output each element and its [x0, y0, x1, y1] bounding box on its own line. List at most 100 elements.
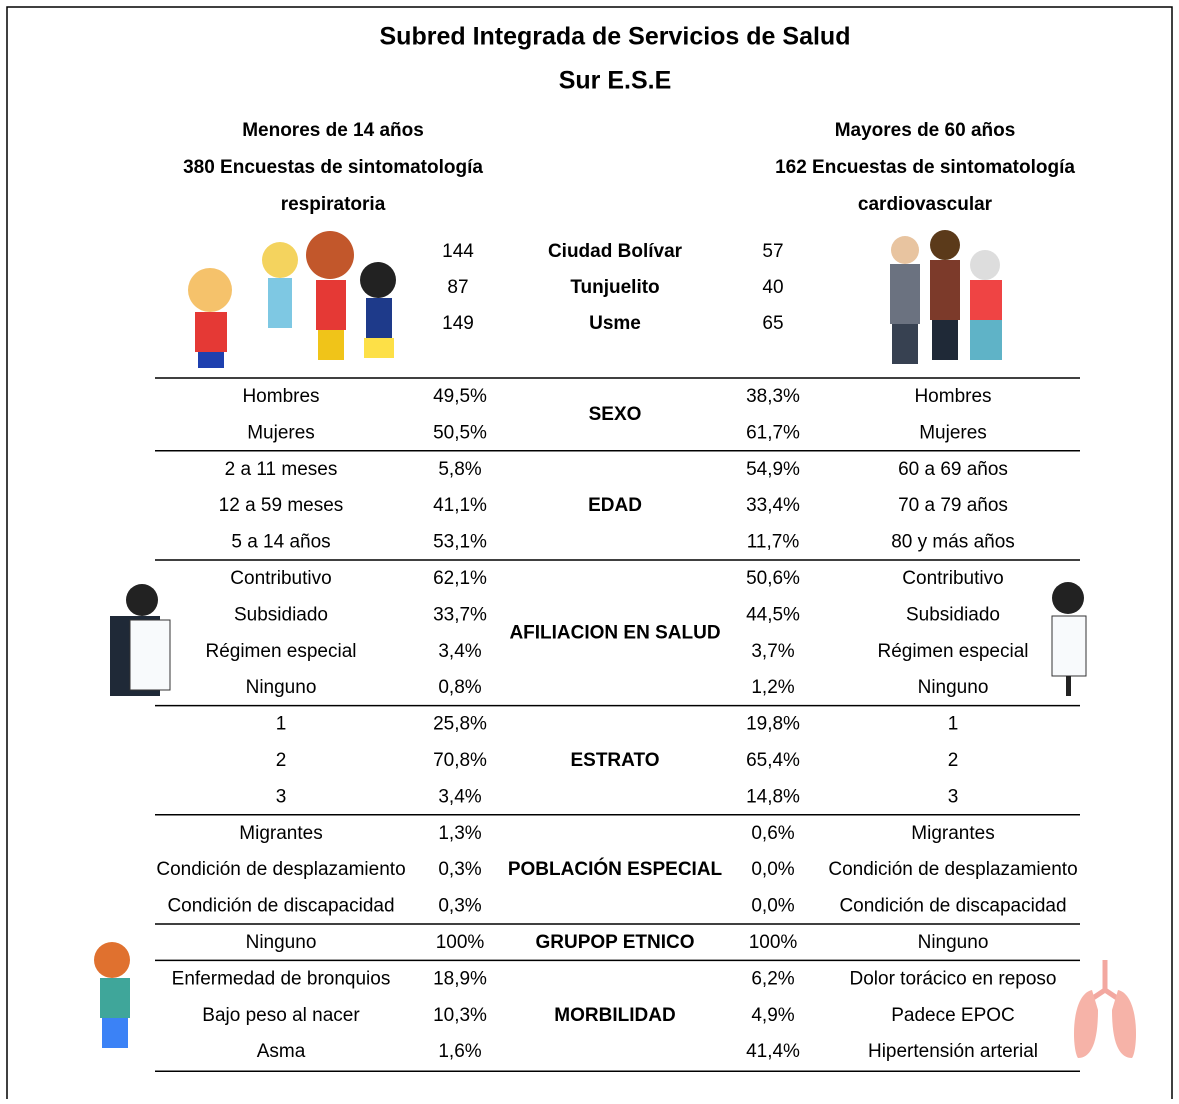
infographic: Subred Integrada de Servicios de Salud S… — [0, 0, 1179, 1099]
right-value: 61,7% — [746, 422, 800, 443]
right-value: 38,3% — [746, 386, 800, 407]
left-value: 25,8% — [433, 714, 487, 735]
group-subtitle: 162 Encuestas de sintomatología — [775, 157, 1075, 178]
group-title: Menores de 14 años — [242, 120, 424, 141]
section-name: SEXO — [589, 404, 642, 425]
section-name: ESTRATO — [570, 750, 659, 771]
left-label: 2 — [276, 750, 287, 771]
left-value: 41,1% — [433, 495, 487, 516]
right-value: 6,2% — [751, 968, 794, 989]
left-label: Condición de discapacidad — [167, 896, 394, 917]
left-value: 49,5% — [433, 386, 487, 407]
left-value: 50,5% — [433, 422, 487, 443]
right-label: 1 — [948, 714, 959, 735]
left-label: Enfermedad de bronquios — [172, 968, 391, 989]
right-value: 65,4% — [746, 750, 800, 771]
left-value: 1,3% — [438, 823, 481, 844]
left-value: 0,3% — [438, 859, 481, 880]
right-label: 80 y más años — [891, 532, 1015, 553]
right-value: 3,7% — [751, 641, 794, 662]
locality-left-count: 149 — [442, 313, 474, 334]
right-label: Padece EPOC — [891, 1005, 1015, 1026]
right-value: 19,8% — [746, 714, 800, 735]
right-value: 50,6% — [746, 568, 800, 589]
left-label: 2 a 11 meses — [225, 459, 338, 480]
right-value: 0,0% — [751, 859, 794, 880]
right-label: Hipertensión arterial — [868, 1041, 1038, 1062]
left-label: Ninguno — [246, 677, 317, 698]
right-value: 54,9% — [746, 459, 800, 480]
locality-name: Ciudad Bolívar — [548, 241, 683, 262]
left-value: 53,1% — [433, 532, 487, 553]
sick-child-illustration — [94, 942, 130, 1048]
right-label: 60 a 69 años — [898, 459, 1008, 480]
left-value: 70,8% — [433, 750, 487, 771]
right-value: 0,6% — [751, 823, 794, 844]
left-label: 12 a 59 meses — [219, 495, 344, 516]
left-value: 0,8% — [438, 677, 481, 698]
right-value: 33,4% — [746, 495, 800, 516]
left-label: 3 — [276, 786, 287, 807]
left-value: 18,9% — [433, 968, 487, 989]
left-value: 33,7% — [433, 604, 487, 625]
group-subtitle: respiratoria — [281, 194, 386, 215]
locality-name: Usme — [589, 313, 641, 334]
right-value: 0,0% — [751, 896, 794, 917]
right-label: 2 — [948, 750, 959, 771]
left-value: 0,3% — [438, 896, 481, 917]
right-value: 44,5% — [746, 604, 800, 625]
left-label: Migrantes — [239, 823, 322, 844]
left-label: Ninguno — [246, 932, 317, 953]
right-label: Condición de desplazamiento — [828, 859, 1077, 880]
elderly-illustration — [890, 230, 1002, 364]
section-name: MORBILIDAD — [554, 1005, 675, 1026]
left-value: 3,4% — [438, 786, 481, 807]
left-label: 1 — [276, 714, 287, 735]
left-label: Condición de desplazamiento — [156, 859, 405, 880]
left-label: Contributivo — [230, 568, 331, 589]
right-label: Migrantes — [911, 823, 994, 844]
left-label: Subsidiado — [234, 604, 328, 625]
left-label: Bajo peso al nacer — [202, 1005, 360, 1026]
group-subtitle: 380 Encuestas de sintomatología — [183, 157, 483, 178]
right-label: Subsidiado — [906, 604, 1000, 625]
lungs-illustration — [1074, 960, 1136, 1058]
section-name: EDAD — [588, 495, 642, 516]
right-label: Dolor torácico en reposo — [850, 968, 1057, 989]
right-label: Hombres — [914, 386, 991, 407]
right-value: 14,8% — [746, 786, 800, 807]
left-label: Mujeres — [247, 422, 315, 443]
right-value: 41,4% — [746, 1041, 800, 1062]
locality-left-count: 87 — [447, 277, 468, 298]
right-label: Contributivo — [902, 568, 1003, 589]
group-subtitle: cardiovascular — [858, 194, 993, 215]
section-name: POBLACIÓN ESPECIAL — [508, 858, 723, 880]
subtitle: Sur E.S.E — [559, 67, 672, 95]
locality-right-count: 65 — [762, 313, 783, 334]
right-value: 11,7% — [747, 532, 800, 553]
left-value: 62,1% — [433, 568, 487, 589]
left-label: 5 a 14 años — [231, 532, 330, 553]
right-label: Régimen especial — [877, 641, 1028, 662]
locality-right-count: 40 — [762, 277, 783, 298]
locality-left-count: 144 — [442, 241, 474, 262]
left-label: Asma — [257, 1041, 306, 1062]
left-value: 1,6% — [438, 1041, 481, 1062]
right-value: 1,2% — [751, 677, 794, 698]
right-value: 100% — [749, 932, 798, 953]
left-value: 3,4% — [438, 641, 481, 662]
locality-right-count: 57 — [762, 241, 783, 262]
group-title: Mayores de 60 años — [835, 120, 1016, 141]
right-label: Ninguno — [918, 932, 989, 953]
right-value: 4,9% — [751, 1005, 794, 1026]
left-label: Hombres — [242, 386, 319, 407]
section-name: GRUPOP ETNICO — [535, 932, 694, 953]
right-label: 3 — [948, 786, 959, 807]
left-value: 5,8% — [438, 459, 481, 480]
title: Subred Integrada de Servicios de Salud — [380, 23, 851, 51]
section-name: AFILIACION EN SALUD — [509, 623, 720, 644]
right-label: Condición de discapacidad — [839, 896, 1066, 917]
doctor-illustration — [110, 584, 170, 696]
doctor-illustration — [1052, 582, 1086, 696]
right-label: Ninguno — [918, 677, 989, 698]
